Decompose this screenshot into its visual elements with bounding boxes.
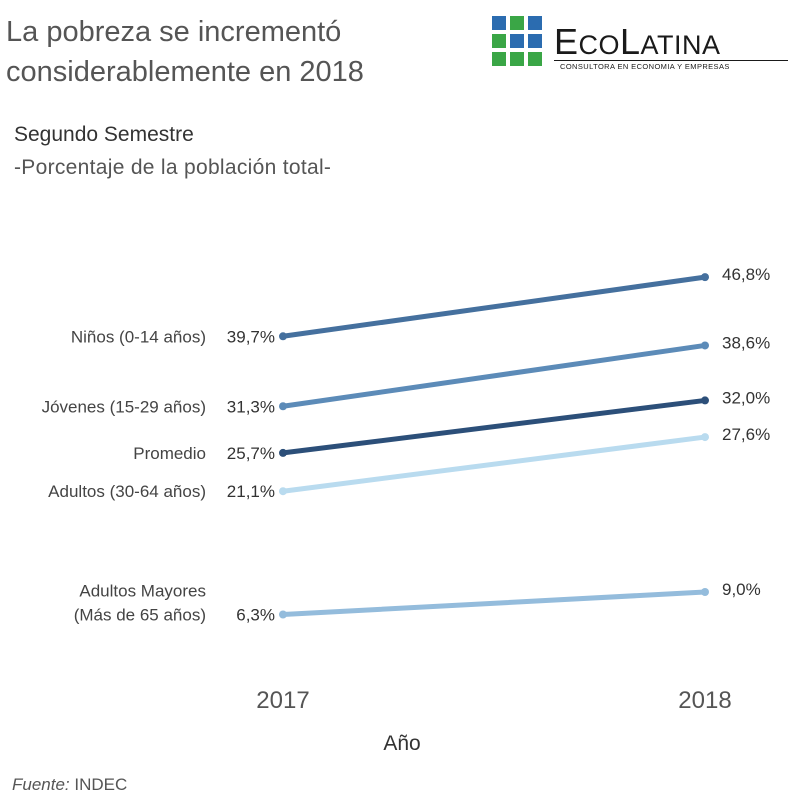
logo-square: [492, 52, 506, 66]
source-note: Fuente: INDEC: [12, 775, 128, 794]
data-point: [701, 273, 709, 282]
data-label: 46,8%: [722, 265, 770, 284]
data-point: [701, 588, 709, 597]
data-point: [701, 433, 709, 442]
x-axis-title: Año: [383, 732, 420, 755]
ecolatina-logo: ECOLATINA CONSULTORA EN ECONOMIA Y EMPRE…: [492, 16, 792, 72]
chart-title-line2: considerablemente en 2018: [6, 56, 364, 88]
chart-title-line1: La pobreza se incrementó: [6, 16, 342, 48]
data-label: 9,0%: [722, 580, 761, 599]
logo-square: [528, 52, 542, 66]
series-label: Adultos (30-64 años): [48, 482, 206, 501]
logo-square: [528, 34, 542, 48]
data-point: [701, 341, 709, 350]
logo-wordmark: ECOLATINA: [554, 21, 721, 62]
logo-square: [510, 52, 524, 66]
series-line: [280, 274, 708, 339]
logo-square: [492, 16, 506, 30]
x-tick-label: 2018: [678, 687, 731, 714]
series-line: [280, 434, 708, 494]
logo-square: [510, 16, 524, 30]
chart-subtitle: Segundo Semestre: [14, 123, 194, 146]
data-label: 25,7%: [227, 444, 275, 463]
data-point: [701, 396, 709, 405]
data-label: 6,3%: [236, 606, 275, 625]
series-label: Jóvenes (15-29 años): [42, 397, 206, 416]
series-label: Niños (0-14 años): [71, 327, 206, 346]
series-line: [280, 589, 708, 617]
series-label: Adultos Mayores: [79, 582, 206, 601]
series-line: [280, 397, 708, 456]
data-label: 32,0%: [722, 388, 770, 407]
logo-square: [528, 16, 542, 30]
data-label: 31,3%: [227, 397, 275, 416]
data-point: [279, 487, 287, 496]
data-point: [279, 402, 287, 411]
logo-squares-icon: [492, 16, 544, 68]
logo-square: [510, 34, 524, 48]
chart-unit-note: -Porcentaje de la población total-: [14, 156, 332, 179]
data-label: 27,6%: [722, 425, 770, 444]
data-label: 38,6%: [722, 333, 770, 352]
data-point: [279, 610, 287, 619]
data-label: 21,1%: [227, 482, 275, 501]
logo-square: [492, 34, 506, 48]
data-point: [279, 332, 287, 341]
series-label: (Más de 65 años): [74, 606, 206, 625]
logo-divider: [554, 60, 788, 61]
logo-tagline: CONSULTORA EN ECONOMIA Y EMPRESAS: [560, 62, 730, 71]
data-point: [279, 448, 287, 457]
chart-title: La pobreza se incrementó considerablemen…: [6, 12, 476, 92]
series-line: [280, 342, 708, 409]
x-tick-label: 2017: [256, 687, 309, 714]
series-label: Promedio: [133, 444, 206, 463]
data-label: 39,7%: [227, 327, 275, 346]
